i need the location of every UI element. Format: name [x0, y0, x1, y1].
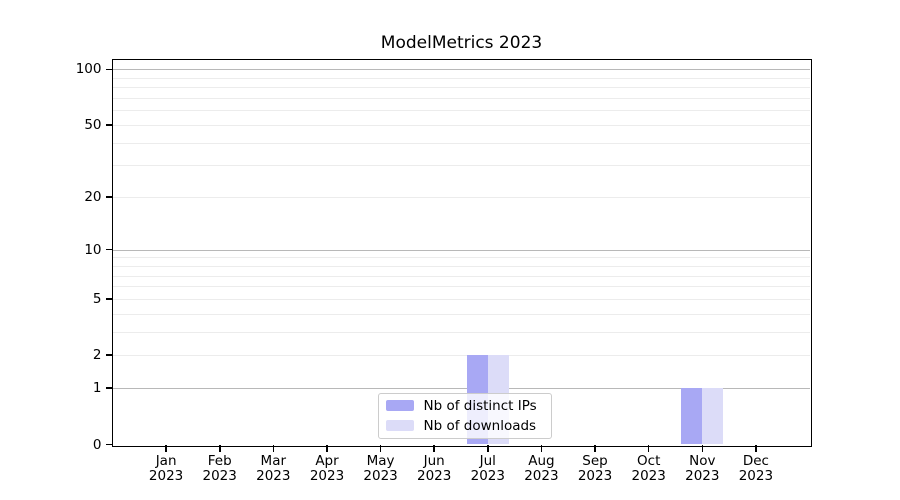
x-tick-mark [219, 444, 221, 452]
bar-downloads [702, 388, 724, 445]
y-tick-mark [105, 354, 113, 356]
y-tick-label: 20 [84, 189, 102, 205]
legend-label-downloads: Nb of downloads [423, 417, 537, 434]
x-tick-mark [701, 444, 703, 452]
major-gridline [112, 388, 810, 390]
legend-label-distinct-ips: Nb of distinct IPs [423, 397, 537, 414]
minor-gridline [112, 257, 810, 259]
x-tick-label: Sep 2023 [577, 452, 613, 484]
tick-layer: 0 1 2 5 10 20 50 100 Jan 2023 Feb 2023 Mar 2023 Apr 202… [76, 60, 810, 483]
x-tick-label: Apr 2023 [309, 452, 345, 484]
x-tick-label: Feb 2023 [202, 452, 237, 484]
x-tick-mark [594, 444, 596, 452]
minor-gridline [112, 298, 810, 300]
minor-gridline [112, 197, 810, 198]
y-tick-mark [105, 124, 113, 126]
y-tick-label: 0 [92, 436, 102, 453]
legend-item-downloads: Nb of downloads [385, 416, 551, 436]
x-tick-mark [755, 444, 757, 452]
legend: Nb of distinct IPs Nb of downloads [377, 392, 552, 439]
x-tick-mark [647, 444, 650, 452]
minor-gridline [112, 313, 810, 315]
x-tick-mark [165, 444, 167, 452]
x-tick-label: Aug 2023 [524, 452, 559, 484]
grid-layer [112, 60, 810, 445]
major-gridline [112, 69, 810, 71]
x-tick-mark [487, 444, 489, 452]
y-tick-mark [105, 443, 113, 446]
x-tick-mark [326, 444, 328, 452]
y-tick-mark [105, 68, 113, 71]
x-tick-label: Jan 2023 [148, 452, 184, 484]
x-tick-label: Jul 2023 [470, 452, 505, 484]
x-tick-mark [379, 444, 382, 452]
minor-gridline [112, 110, 810, 112]
y-tick-label: 1 [92, 380, 102, 397]
minor-gridline [112, 286, 810, 288]
minor-gridline [112, 265, 810, 267]
plot-area: 0 1 2 5 10 20 50 100 Jan 2023 Feb 2023 Mar 2023 Apr 202… [76, 58, 812, 484]
x-tick-mark [433, 444, 435, 452]
minor-gridline [112, 77, 810, 79]
minor-gridline [112, 142, 810, 144]
x-tick-mark [272, 444, 275, 452]
major-gridline [112, 249, 810, 251]
legend-swatch-distinct-ips [385, 400, 414, 411]
bar-distinct-ips [681, 388, 703, 445]
y-tick-label: 50 [84, 116, 102, 133]
y-tick-mark [105, 387, 113, 389]
x-tick-label: Dec 2023 [738, 452, 774, 484]
y-tick-label: 5 [92, 290, 102, 307]
legend-item-distinct-ips: Nb of distinct IPs [385, 396, 551, 416]
minor-gridline [112, 87, 810, 89]
minor-gridline [112, 355, 810, 357]
x-tick-label: Oct 2023 [631, 452, 666, 484]
y-tick-mark [105, 248, 113, 251]
y-tick-mark [105, 298, 113, 300]
x-tick-mark [540, 444, 543, 452]
legend-swatch-downloads [385, 420, 414, 431]
x-tick-label: May 2023 [363, 452, 398, 484]
x-tick-label: Nov 2023 [685, 452, 720, 484]
minor-gridline [112, 275, 810, 277]
x-tick-label: Mar 2023 [256, 452, 291, 484]
minor-gridline [112, 98, 810, 99]
y-tick-label: 2 [92, 347, 102, 364]
y-tick-label: 10 [84, 241, 102, 258]
y-tick-mark [105, 196, 113, 198]
minor-gridline [112, 331, 810, 333]
minor-gridline [112, 124, 810, 126]
chart-title: ModelMetrics 2023 [380, 33, 543, 53]
y-tick-label: 100 [75, 61, 102, 78]
x-tick-label: Jun 2023 [417, 452, 452, 484]
minor-gridline [112, 165, 810, 167]
